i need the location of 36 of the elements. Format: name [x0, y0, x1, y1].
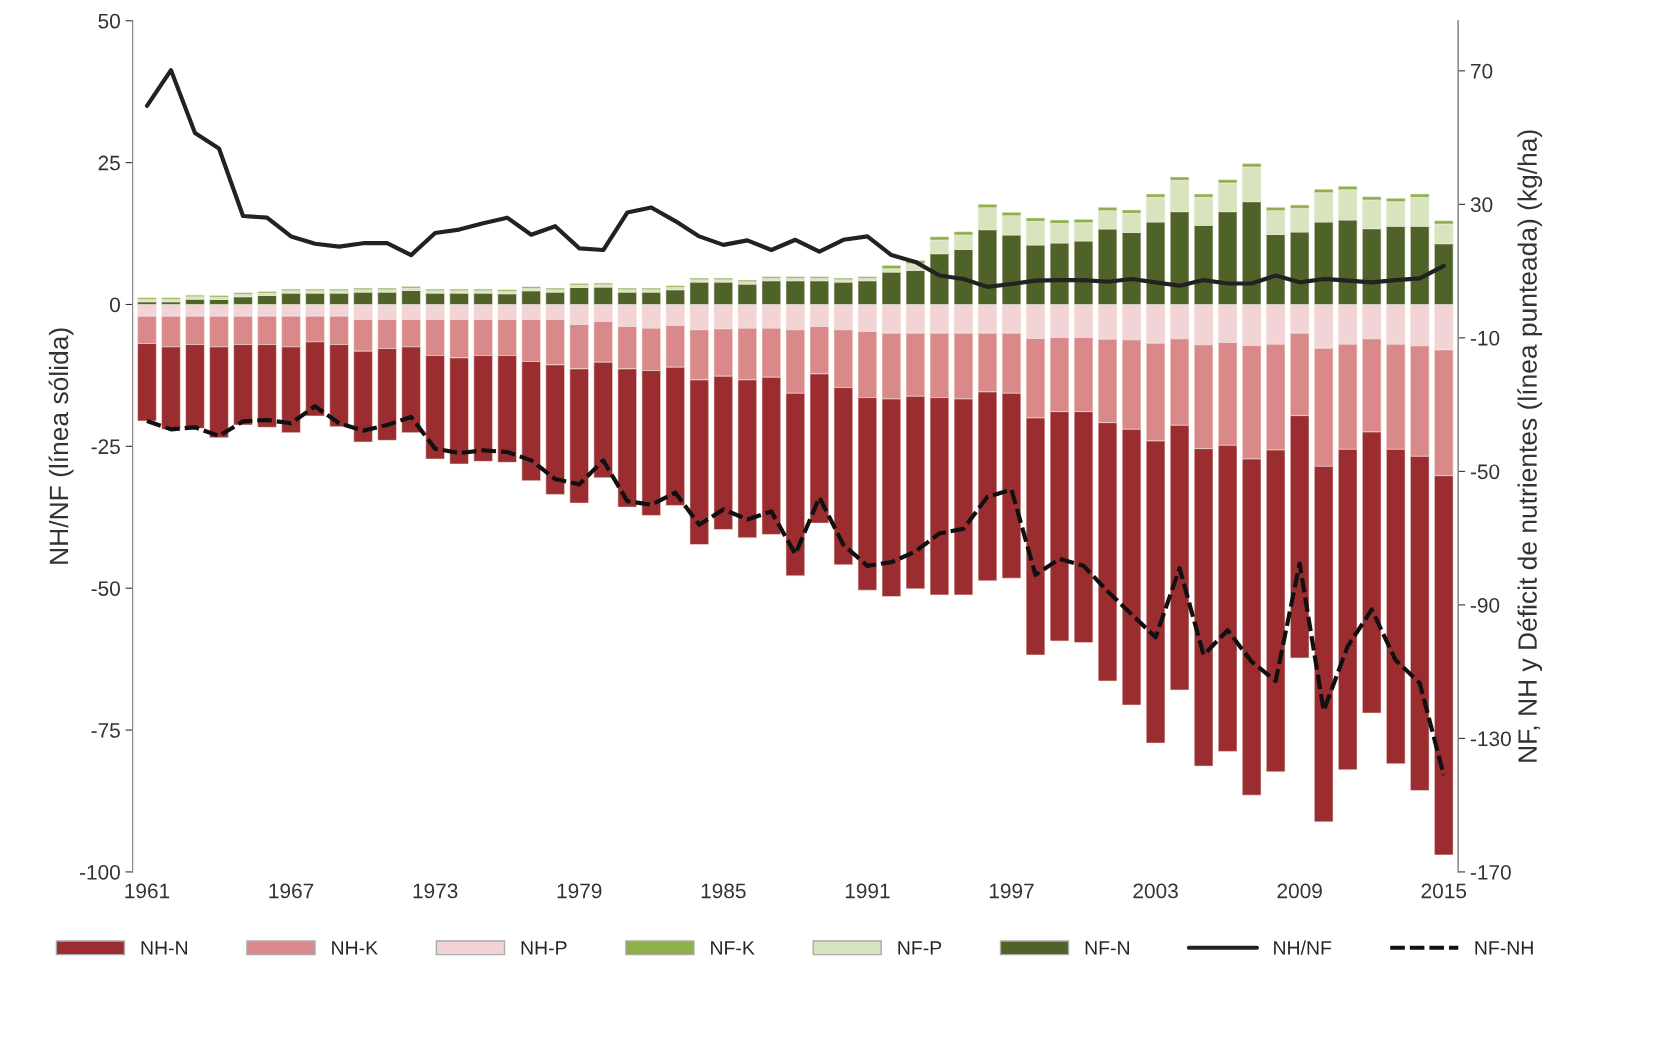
x-tick-label: 1979: [557, 883, 602, 899]
y2-tick-label: -10: [1470, 330, 1500, 346]
y2-tick-label: 30: [1470, 197, 1493, 213]
y-tick-label: 25: [98, 155, 120, 171]
y-tick-label: -25: [91, 439, 120, 455]
x-tick-label: 1961: [125, 883, 170, 899]
legend-label: NF-NH: [1475, 941, 1533, 955]
y2-tick-label: -130: [1470, 731, 1511, 747]
y-tick-label: 0: [109, 297, 120, 313]
line-series: [144, 404, 1446, 778]
line-series: [144, 68, 1446, 289]
y-tick-label: 50: [98, 13, 120, 29]
y2-tick-label: -90: [1470, 597, 1500, 613]
y2-axis-title: NF, NH y Déficit de nutrientes (línea punteada) (kg/ha): [1517, 130, 1543, 762]
legend-label: NH-P: [521, 941, 567, 955]
legend-label: NF-K: [711, 941, 755, 955]
y-tick-label: -50: [91, 581, 120, 596]
legend-label: NH-N: [141, 941, 188, 955]
x-tick-label: 2009: [1277, 883, 1322, 899]
x-tick-label: 1991: [845, 883, 890, 899]
legend-label: NH-K: [332, 941, 378, 955]
y-tick-label: -100: [79, 864, 120, 880]
legend-label: NF-N: [1085, 941, 1129, 955]
legend-label: NH/NF: [1274, 940, 1332, 955]
y-axis-title: NH/NF (línea sólida): [48, 328, 74, 564]
y-tick-label: -75: [91, 723, 120, 738]
x-tick-label: 1997: [989, 883, 1034, 899]
x-tick-label: 2015: [1421, 883, 1467, 899]
y2-tick-label: 70: [1471, 63, 1493, 79]
y2-tick-label: -170: [1470, 864, 1511, 880]
x-tick-label: 1985: [701, 883, 746, 899]
x-tick-label: 2003: [1133, 883, 1178, 899]
y2-tick-label: -50: [1470, 464, 1500, 480]
x-tick-label: 1973: [413, 883, 458, 899]
legend-label: NF-P: [898, 941, 942, 955]
x-tick-label: 1967: [269, 883, 314, 899]
